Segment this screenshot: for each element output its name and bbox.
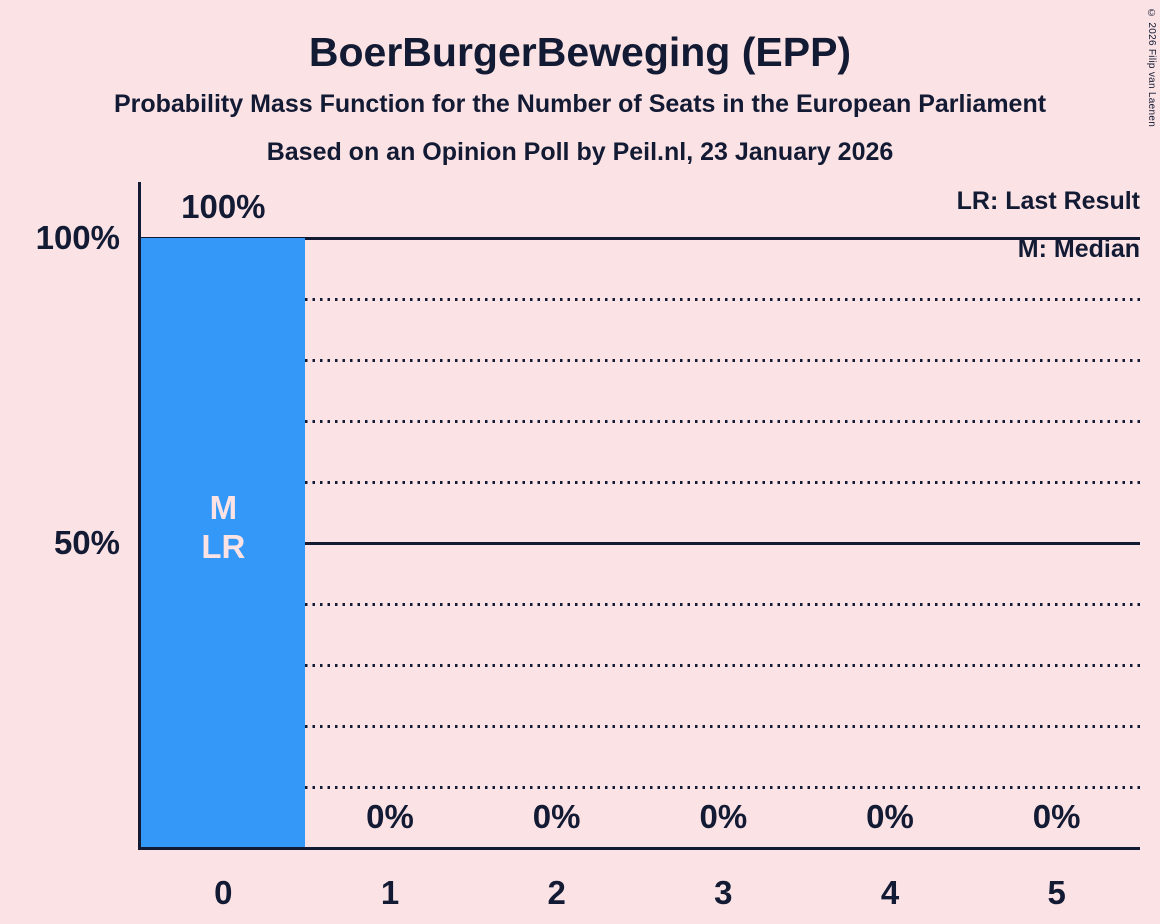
dotted-gridline-20pct [140,724,1140,728]
legend-last-result: LR: Last Result [956,187,1140,215]
probability-bar-0 [140,238,306,848]
dotted-gridline-90pct [140,297,1140,301]
x-axis-tick-label: 1 [380,874,400,911]
dotted-gridline-40pct [140,602,1140,606]
bar-value-label: 100% [181,188,266,225]
copyright-notice: © 2026 Filip van Laenen [1146,8,1157,128]
x-axis-tick-label: 5 [1047,874,1066,911]
legend: LR: Last Result M: Median [957,177,1140,273]
x-axis-tick-label: 2 [547,874,566,911]
chart-subtitle: Probability Mass Function for the Number… [113,90,1047,118]
x-axis-tick-label: 3 [714,874,733,911]
bar-value-label: 0% [532,798,581,835]
solid-gridline-50pct [140,541,1140,545]
dotted-gridline-10pct [140,785,1140,789]
x-axis-tick-label: 0 [214,874,233,911]
bar-value-label: 0% [866,798,914,835]
x-axis-line [138,847,1140,850]
poll-source-line: Based on an Opinion Poll by Peil.nl, 23 … [266,138,894,166]
solid-gridline-100pct [140,236,1140,240]
bar-value-label: 0% [1032,798,1081,835]
bar-value-label: 0% [699,798,748,835]
dotted-gridline-70pct [140,419,1140,423]
x-axis-tick-label: 4 [880,874,900,911]
median-last-result-marker: M LR [201,489,246,565]
y-axis-tick-label: 50% [53,524,120,561]
dotted-gridline-80pct [140,358,1140,362]
y-axis-line [138,182,141,850]
legend-median: M: Median [1017,235,1140,263]
bar-value-label: 0% [366,798,414,835]
chart-title: BoerBurgerBeweging (EPP) [308,29,852,75]
y-axis-tick-label: 100% [35,219,120,256]
dotted-gridline-60pct [140,480,1140,484]
dotted-gridline-30pct [140,663,1140,667]
